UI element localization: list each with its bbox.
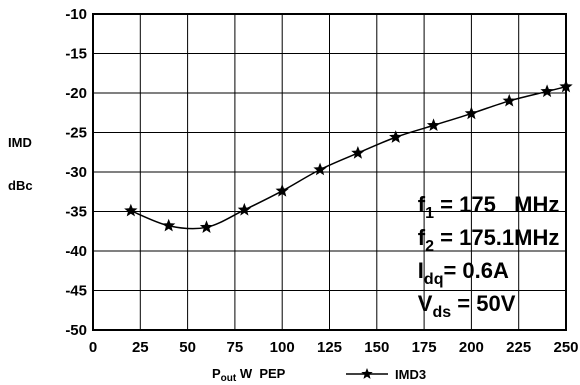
y-axis-label-line2: dBc: [8, 178, 33, 193]
y-tick-label: -50: [65, 322, 87, 339]
data-point-marker: [275, 183, 289, 197]
x-tick-label: 200: [459, 339, 484, 356]
legend: IMD3: [346, 367, 426, 382]
data-point-marker: [351, 146, 365, 159]
annotation-vds: Vds = 50V: [375, 291, 546, 321]
annotation-f2: f2 = 175.1MHz: [375, 225, 580, 255]
x-axis-label-rest: W PEP: [236, 366, 285, 381]
y-tick-label: -45: [65, 283, 87, 300]
y-tick-label: -15: [65, 46, 87, 63]
x-tick-label: 0: [89, 339, 97, 356]
data-point-marker: [540, 84, 554, 98]
y-tick-label: -25: [65, 125, 87, 142]
x-tick-labels: 0 25 50 75 100 125 150 175 200 225 250: [89, 339, 579, 356]
annotation-block: f1 = 175 MHz f2 = 175.1MHz Idq= 0.6A Vds…: [375, 192, 580, 321]
data-point-marker: [124, 203, 138, 217]
y-tick-label: -10: [65, 6, 87, 23]
x-tick-label: 25: [132, 339, 149, 356]
x-tick-label: 75: [227, 339, 244, 356]
data-point-marker: [162, 218, 176, 232]
data-point-marker: [464, 106, 479, 120]
y-tick-label: -20: [65, 85, 87, 102]
data-point-marker: [559, 79, 573, 93]
x-tick-label: 50: [179, 339, 196, 356]
x-tick-label: 150: [364, 339, 389, 356]
x-tick-label: 225: [506, 339, 531, 356]
y-axis-label-line1: IMD: [8, 135, 32, 150]
y-tick-labels: -10 -15 -20 -25 -30 -35 -40 -45 -50: [65, 6, 87, 339]
legend-marker: [361, 368, 373, 379]
annotation-idq: Idq= 0.6A: [375, 258, 539, 288]
x-tick-label: 100: [270, 339, 295, 356]
x-tick-label: 175: [412, 339, 437, 356]
x-axis-label-sub: out: [221, 373, 237, 384]
y-tick-label: -30: [65, 164, 87, 181]
data-point-marker: [426, 118, 441, 132]
data-point-marker: [313, 162, 327, 176]
legend-label: IMD3: [395, 367, 426, 382]
annotation-f1: f1 = 175 MHz: [375, 192, 580, 222]
x-axis-label-main: P: [212, 366, 221, 381]
x-tick-label: 125: [317, 339, 342, 356]
series-layer: [124, 79, 573, 233]
y-tick-label: -35: [65, 204, 87, 221]
x-tick-label: 250: [553, 339, 578, 356]
plot-frame: [92, 13, 567, 331]
data-point-marker: [199, 220, 214, 233]
data-point-marker: [389, 130, 403, 143]
data-point-marker: [237, 202, 252, 216]
y-tick-label: -40: [65, 243, 87, 260]
data-point-marker: [502, 93, 516, 107]
x-axis-label: Pout W PEP: [212, 366, 286, 384]
